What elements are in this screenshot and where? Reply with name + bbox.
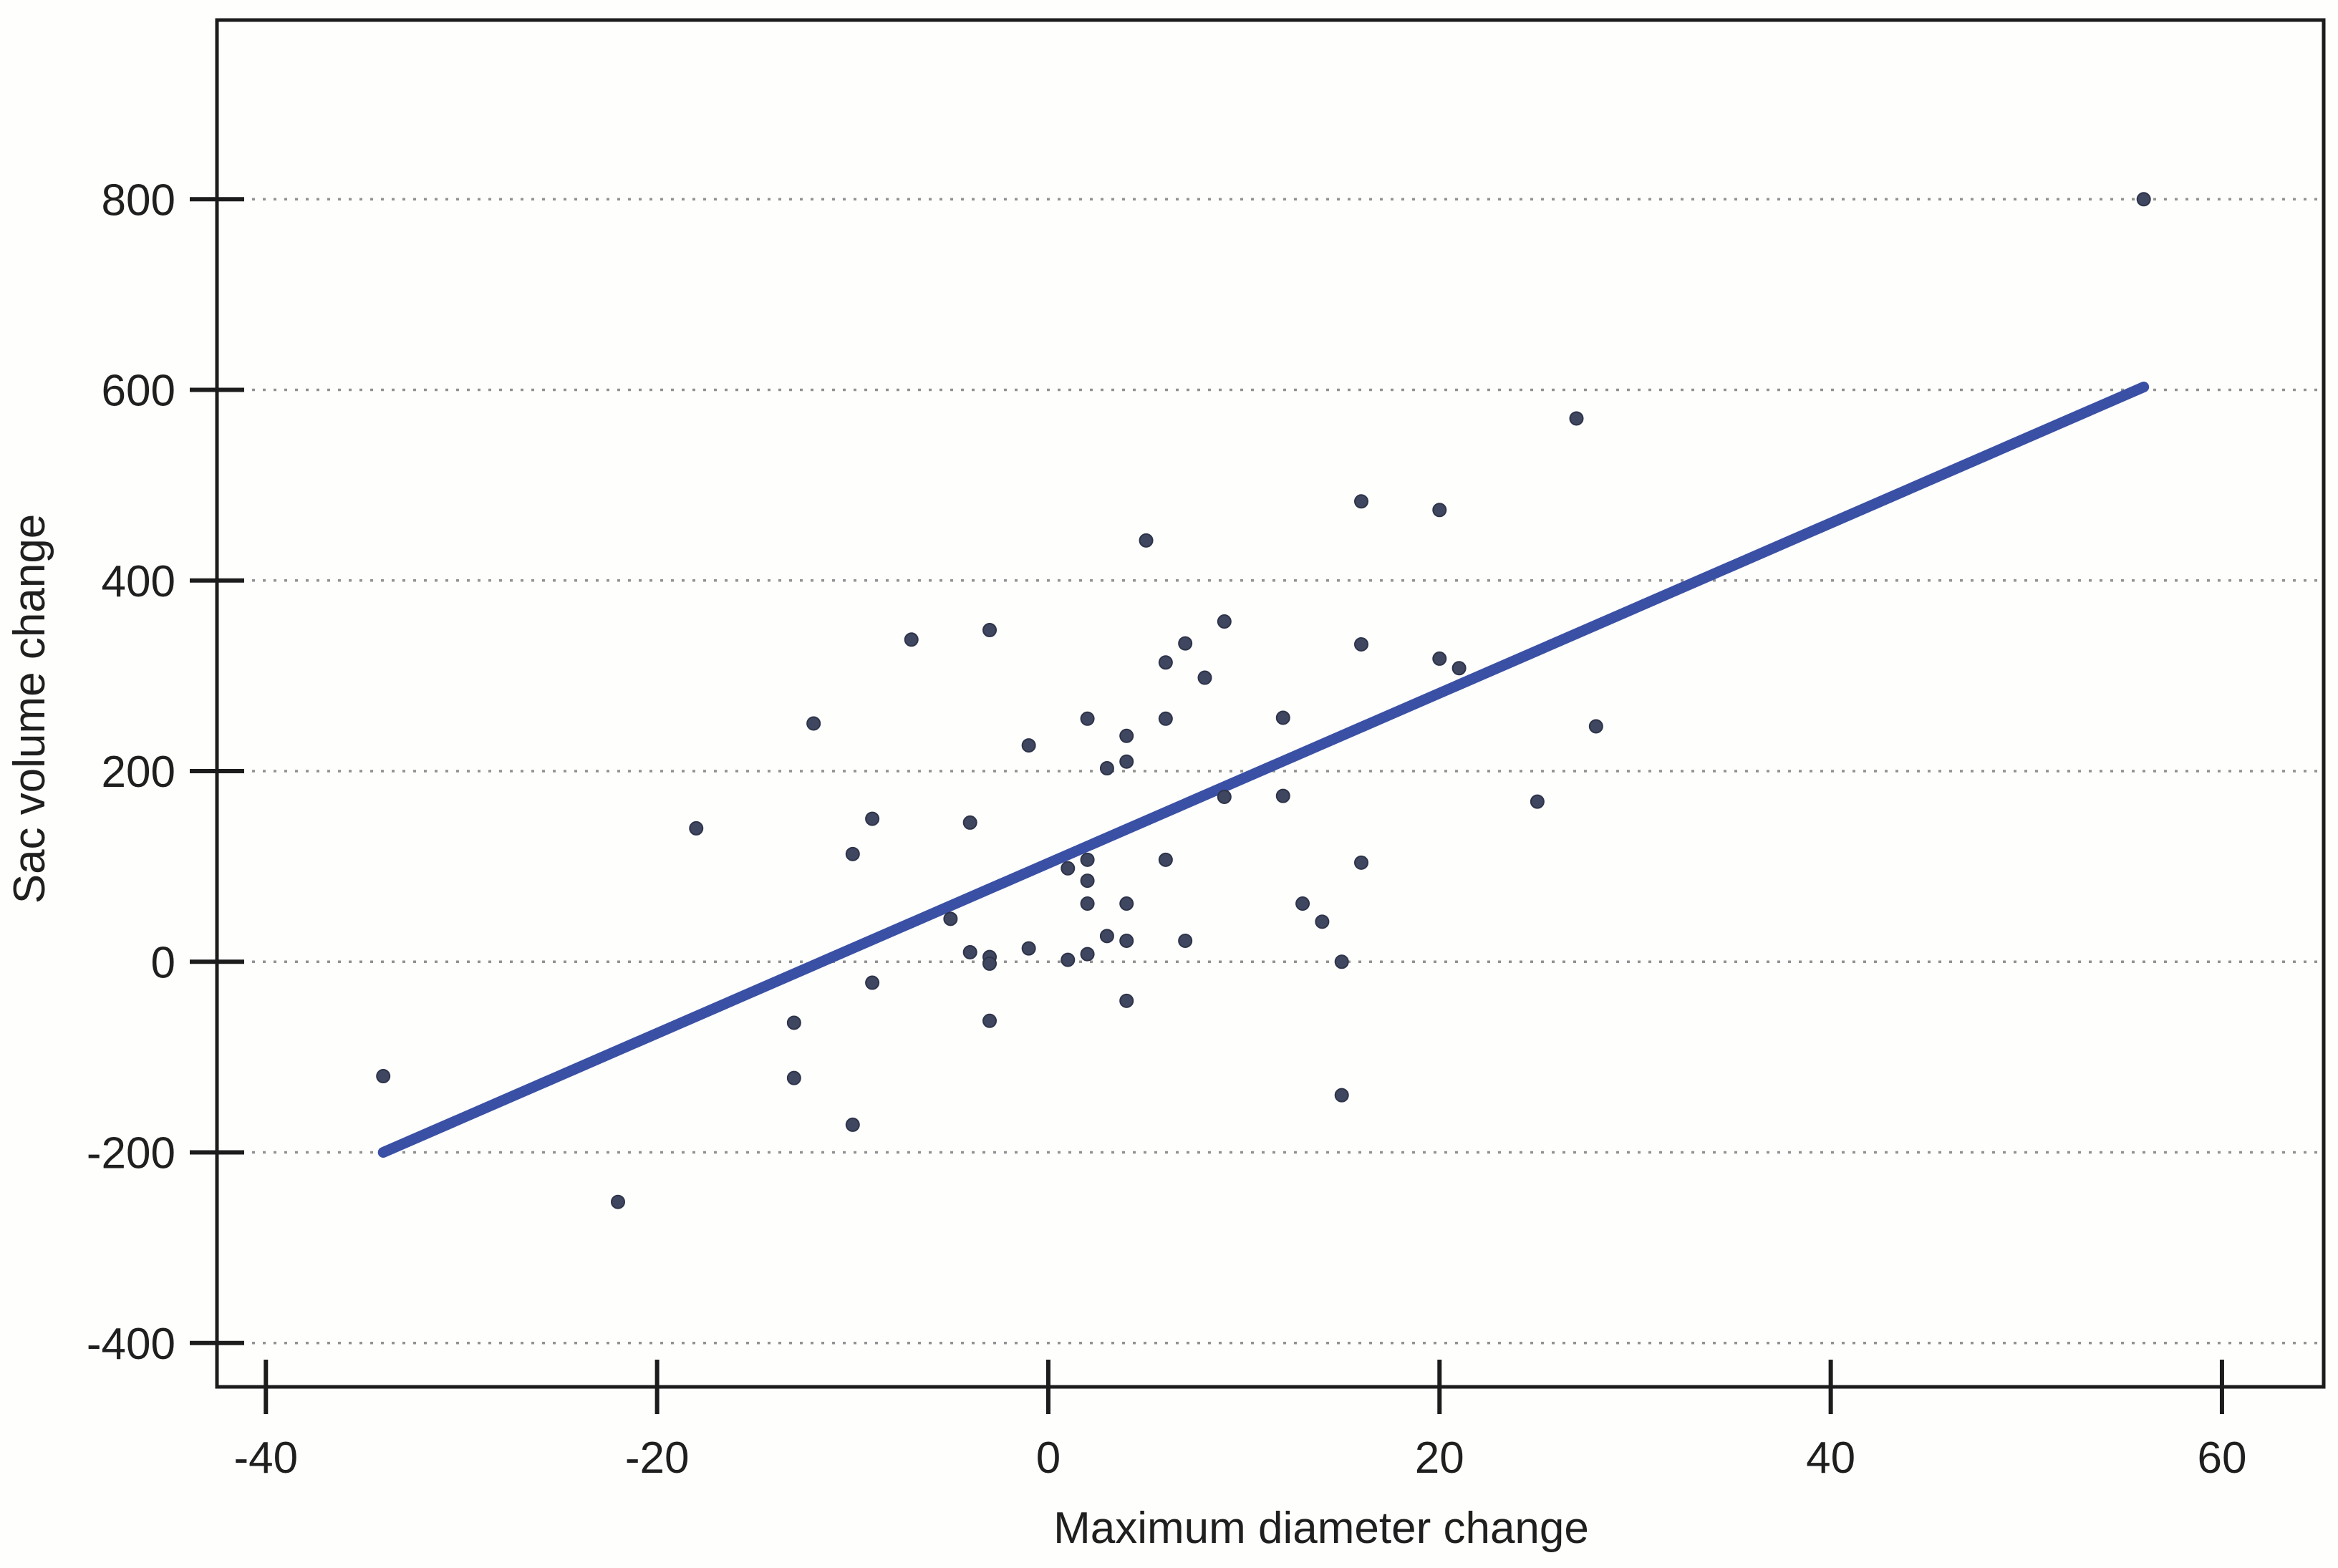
data-point — [1061, 861, 1076, 876]
data-point — [376, 1069, 391, 1084]
data-point — [1158, 852, 1173, 867]
data-point — [1061, 952, 1076, 967]
data-point — [1275, 788, 1290, 803]
data-point — [1119, 933, 1134, 948]
y-tick-label: 200 — [102, 747, 175, 797]
data-point — [1099, 929, 1114, 944]
y-axis-label: Sac volume change — [5, 514, 54, 904]
data-point — [1451, 661, 1467, 676]
x-tick-label: 60 — [2197, 1433, 2246, 1483]
data-point — [1295, 896, 1310, 911]
data-point — [904, 632, 919, 647]
data-point — [1217, 614, 1232, 629]
y-tick-label: 0 — [151, 938, 175, 987]
data-point — [1178, 933, 1193, 948]
data-point — [1334, 1088, 1349, 1103]
data-point — [2136, 192, 2151, 207]
data-point — [1080, 873, 1095, 889]
data-point — [1021, 941, 1036, 956]
data-point — [1139, 533, 1154, 548]
data-point — [1432, 503, 1447, 518]
data-point — [865, 811, 880, 826]
data-point — [786, 1015, 801, 1030]
data-point — [689, 821, 704, 836]
data-point — [1080, 896, 1095, 911]
data-point — [982, 956, 997, 971]
data-point — [1080, 852, 1095, 867]
x-tick-label: 40 — [1806, 1433, 1855, 1483]
y-tick-label: -400 — [87, 1320, 175, 1369]
data-point — [865, 975, 880, 990]
x-tick-label: 20 — [1415, 1433, 1464, 1483]
data-point — [1217, 789, 1232, 804]
x-tick-label: 0 — [1036, 1433, 1061, 1483]
y-tick-label: 600 — [102, 367, 175, 416]
axis-ticks — [190, 197, 2224, 1414]
data-point — [1119, 728, 1134, 743]
data-point — [1432, 651, 1447, 666]
y-tick-label: -200 — [87, 1129, 175, 1179]
data-point — [1588, 719, 1603, 734]
data-point — [982, 1013, 997, 1028]
data-point — [1354, 637, 1369, 652]
data-point — [982, 622, 997, 637]
x-tick-label: -40 — [233, 1433, 298, 1483]
data-point — [786, 1070, 801, 1085]
data-point — [806, 716, 821, 731]
data-point — [1530, 794, 1545, 809]
data-series — [376, 192, 2151, 1209]
data-point — [1080, 947, 1095, 962]
data-point — [1099, 761, 1114, 776]
data-point — [1080, 711, 1095, 726]
data-point — [1119, 896, 1134, 911]
data-point — [962, 815, 977, 830]
data-point — [962, 944, 977, 959]
data-point — [1178, 636, 1193, 651]
regression-line — [377, 382, 2150, 1158]
y-tick-label: 800 — [102, 175, 175, 225]
data-point — [1315, 914, 1330, 929]
data-point — [845, 1117, 860, 1132]
data-point — [1354, 494, 1369, 509]
data-point — [845, 846, 860, 861]
data-point — [1021, 738, 1036, 753]
plot-frame — [215, 18, 2326, 1389]
x-tick-label: -20 — [625, 1433, 690, 1483]
data-point — [1275, 710, 1290, 725]
gridlines — [220, 198, 2321, 1345]
y-tick-label: 400 — [102, 557, 175, 606]
data-point — [1119, 993, 1134, 1008]
x-axis-label: Maximum diameter change — [1053, 1504, 1589, 1553]
data-point — [1119, 754, 1134, 769]
data-point — [610, 1194, 625, 1209]
data-point — [1569, 411, 1584, 426]
data-point — [1158, 711, 1173, 726]
data-point — [1197, 670, 1212, 685]
data-point — [1334, 954, 1349, 969]
data-point — [1354, 855, 1369, 870]
data-point — [943, 911, 958, 926]
data-point — [1158, 655, 1173, 670]
